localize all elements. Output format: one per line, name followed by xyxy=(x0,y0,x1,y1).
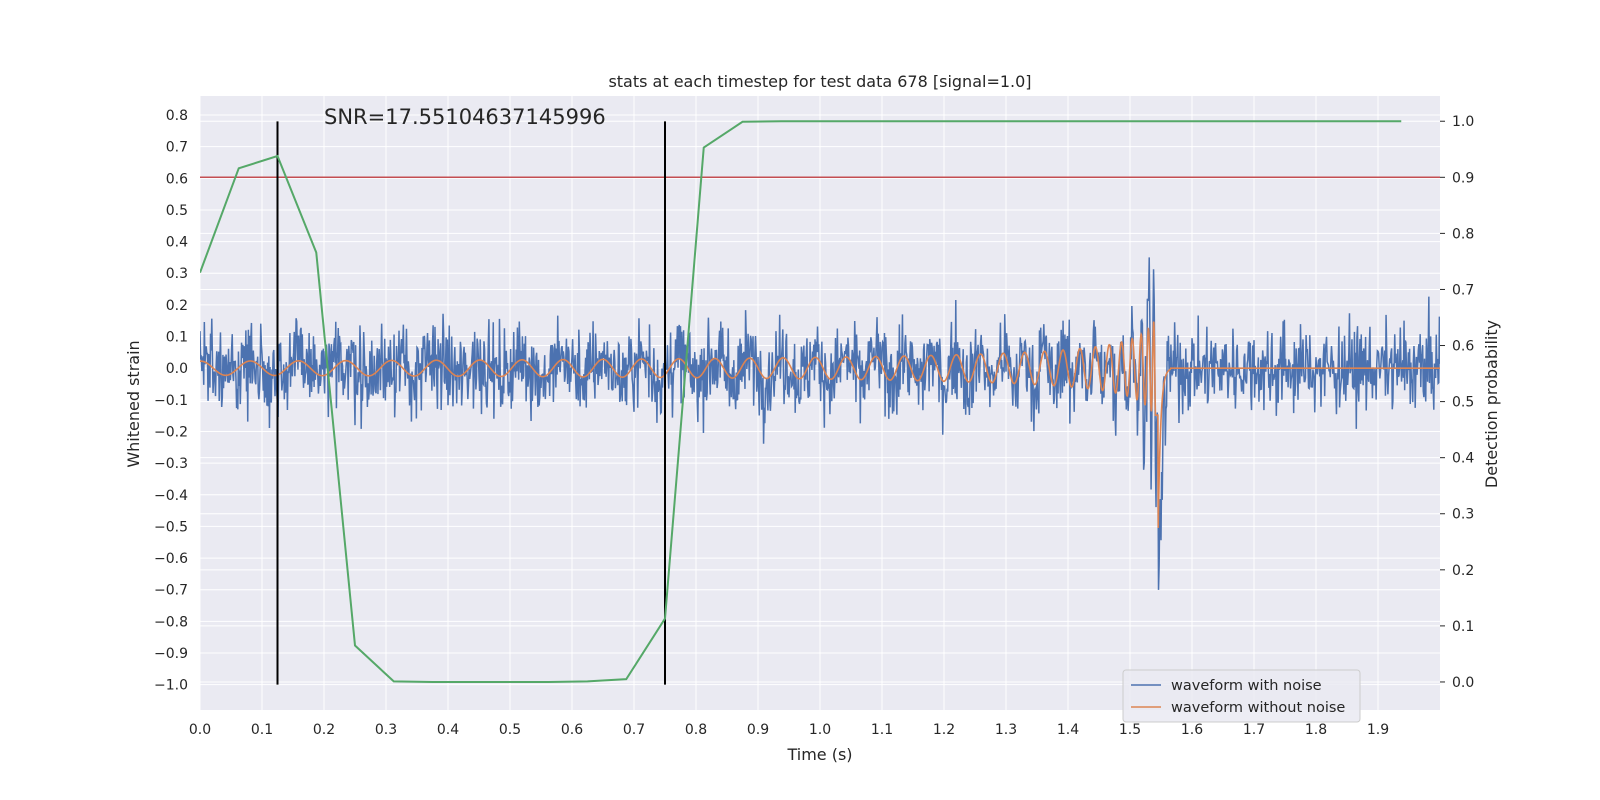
y-tick-label: −0.5 xyxy=(154,519,188,535)
x-tick-label: 1.0 xyxy=(809,722,831,738)
y-right-tick-label: 0.7 xyxy=(1452,282,1474,298)
x-tick-label: 0.4 xyxy=(437,722,459,738)
series-detection-probability xyxy=(200,120,1402,683)
y-right-tick-label: 0.5 xyxy=(1452,395,1474,411)
tick-labels: 0.0 0.1 0.2 0.3 0.4 0.5 0.6 0.7 0.8 0.9 1.0 1.1 1.2 1… xyxy=(154,108,1474,738)
snr-annotation: SNR=17.55104637145996 xyxy=(324,105,606,129)
x-axis-label: Time (s) xyxy=(786,745,852,764)
x-tick-label: 1.7 xyxy=(1243,722,1265,738)
y-tick-label: −0.1 xyxy=(154,393,188,409)
grid xyxy=(199,96,1440,710)
y-right-tick-label: 0.6 xyxy=(1452,339,1474,355)
y-tick-label: 0.4 xyxy=(166,235,188,251)
x-tick-label: 0.8 xyxy=(685,722,707,738)
y-tick-label: 0.3 xyxy=(166,266,188,282)
y-right-tick-label: 0.1 xyxy=(1452,619,1474,635)
x-tick-label: 1.3 xyxy=(995,722,1017,738)
y-tick-label: −0.3 xyxy=(154,456,188,472)
x-tick-label: 1.4 xyxy=(1057,722,1079,738)
legend: waveform with noise waveform without noi… xyxy=(1122,669,1361,723)
chart-title: stats at each timestep for test data 678… xyxy=(608,72,1031,91)
legend-box xyxy=(1122,669,1361,723)
y-tick-label: 0.5 xyxy=(166,203,188,219)
y-right-tick-label: 0.4 xyxy=(1452,451,1474,467)
x-tick-label: 1.2 xyxy=(933,722,955,738)
x-tick-label: 0.3 xyxy=(375,722,397,738)
y-tick-label: 0.8 xyxy=(166,108,188,124)
x-tick-label: 0.0 xyxy=(189,722,211,738)
x-tick-label: 0.9 xyxy=(747,722,769,738)
y-right-tick-label: 0.0 xyxy=(1452,675,1474,691)
y-axis-right-label: Detection probability xyxy=(1482,320,1501,488)
y-tick-label: −0.9 xyxy=(154,646,188,662)
y-tick-label: −0.6 xyxy=(154,551,188,567)
y-tick-label: 0.7 xyxy=(166,140,188,156)
y-tick-label: −0.8 xyxy=(154,614,188,630)
x-tick-label: 1.9 xyxy=(1367,722,1389,738)
y-right-tick-label: 0.2 xyxy=(1452,563,1474,579)
x-tick-label: 1.5 xyxy=(1119,722,1141,738)
y-right-tick-label: 1.0 xyxy=(1452,114,1474,130)
y-tick-label: 0.2 xyxy=(166,298,188,314)
y-tick-label: −0.7 xyxy=(154,583,188,599)
series-layer xyxy=(200,120,1440,685)
legend-label-clean: waveform without noise xyxy=(1171,700,1345,716)
y-axis-label: Whitened strain xyxy=(124,340,143,467)
y-tick-label: −0.2 xyxy=(154,424,188,440)
x-tick-label: 1.8 xyxy=(1305,722,1327,738)
y-tick-label: 0.0 xyxy=(166,361,188,377)
x-tick-label: 0.5 xyxy=(499,722,521,738)
x-tick-label: 1.1 xyxy=(871,722,893,738)
x-tick-label: 0.7 xyxy=(623,722,645,738)
y-right-tick-label: 0.8 xyxy=(1452,226,1474,242)
x-tick-label: 1.6 xyxy=(1181,722,1203,738)
legend-label-noisy: waveform with noise xyxy=(1171,678,1322,694)
y-tick-label: −1.0 xyxy=(154,678,188,694)
y-tick-label: −0.4 xyxy=(154,488,188,504)
series-waveform-without-noise xyxy=(200,321,1440,528)
y-tick-label: 0.1 xyxy=(166,330,188,346)
y-tick-label: 0.6 xyxy=(166,171,188,187)
x-tick-label: 0.2 xyxy=(313,722,335,738)
x-tick-label: 0.1 xyxy=(251,722,273,738)
y-right-tick-label: 0.3 xyxy=(1452,507,1474,523)
x-tick-label: 0.6 xyxy=(561,722,583,738)
y-right-tick-label: 0.9 xyxy=(1452,170,1474,186)
